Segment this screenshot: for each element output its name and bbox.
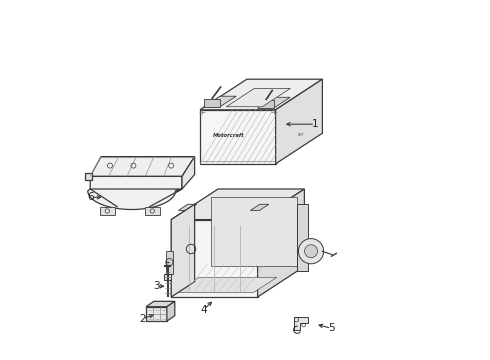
Text: 3: 3 (153, 281, 160, 291)
Polygon shape (250, 204, 269, 210)
Polygon shape (258, 189, 304, 297)
Polygon shape (204, 96, 236, 107)
Circle shape (305, 245, 318, 258)
Text: 2: 2 (139, 314, 146, 324)
Polygon shape (171, 220, 258, 297)
Text: 4: 4 (200, 305, 207, 315)
Polygon shape (88, 189, 182, 210)
Polygon shape (171, 189, 304, 220)
Polygon shape (297, 204, 308, 271)
Text: 6: 6 (88, 192, 94, 202)
Polygon shape (258, 100, 274, 108)
Polygon shape (90, 157, 195, 176)
Polygon shape (175, 277, 277, 293)
Polygon shape (275, 79, 322, 164)
Polygon shape (85, 173, 92, 180)
Polygon shape (166, 251, 173, 274)
Text: BXT: BXT (298, 132, 305, 136)
Polygon shape (146, 301, 175, 307)
Polygon shape (182, 157, 195, 189)
Polygon shape (146, 307, 167, 321)
Polygon shape (226, 88, 291, 107)
Text: 5: 5 (328, 323, 335, 333)
Polygon shape (200, 79, 322, 110)
Polygon shape (211, 197, 297, 266)
Polygon shape (167, 301, 175, 321)
Polygon shape (204, 99, 220, 107)
Polygon shape (294, 317, 308, 330)
Polygon shape (258, 97, 290, 108)
Polygon shape (145, 207, 160, 215)
Text: Motorcraft: Motorcraft (213, 133, 245, 138)
Polygon shape (164, 274, 171, 280)
Polygon shape (90, 176, 182, 207)
Polygon shape (200, 110, 275, 164)
Polygon shape (100, 207, 115, 215)
Polygon shape (171, 204, 195, 297)
Text: 1: 1 (312, 119, 318, 129)
Polygon shape (178, 204, 197, 210)
Circle shape (298, 239, 324, 264)
